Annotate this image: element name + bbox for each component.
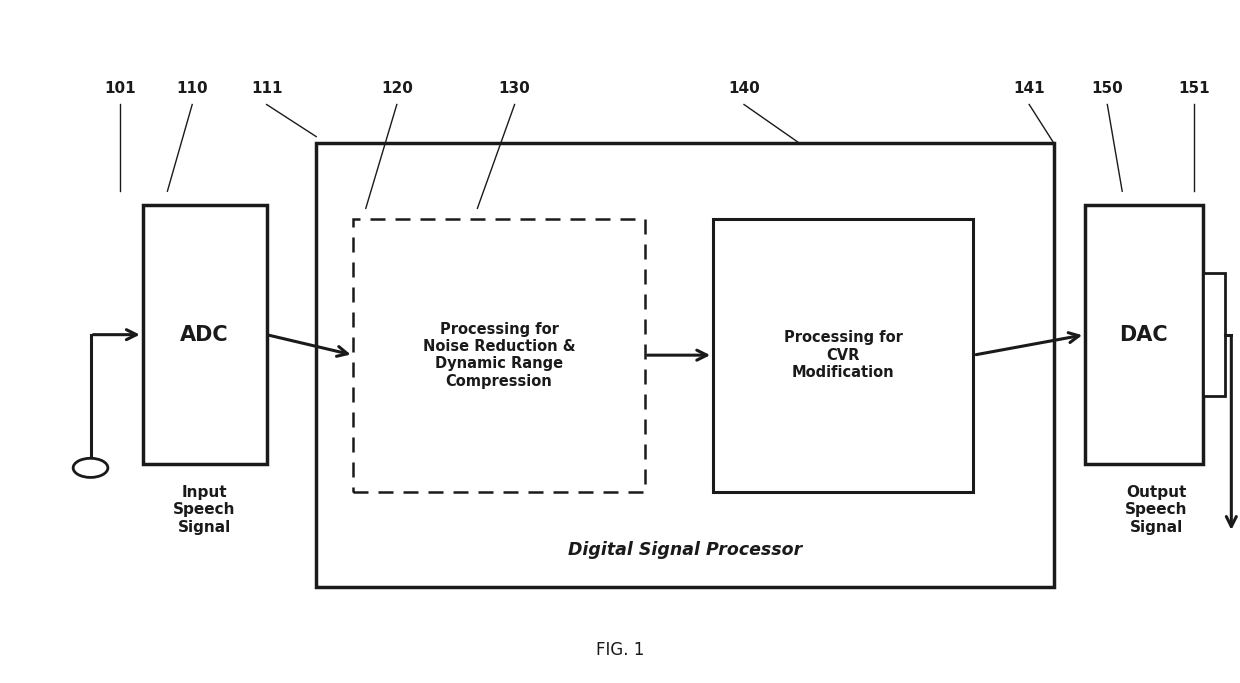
Text: Input
Speech
Signal: Input Speech Signal <box>174 485 236 535</box>
Text: DAC: DAC <box>1120 324 1168 345</box>
Text: 150: 150 <box>1091 81 1123 96</box>
Text: 120: 120 <box>381 81 413 96</box>
FancyBboxPatch shape <box>1203 273 1225 396</box>
Text: 110: 110 <box>176 81 208 96</box>
Circle shape <box>73 458 108 477</box>
Text: Processing for
CVR
Modification: Processing for CVR Modification <box>784 331 903 380</box>
FancyBboxPatch shape <box>143 205 267 464</box>
Text: ADC: ADC <box>180 324 229 345</box>
Text: 141: 141 <box>1013 81 1045 96</box>
FancyBboxPatch shape <box>353 219 645 492</box>
Text: 111: 111 <box>250 81 283 96</box>
Text: FIG. 1: FIG. 1 <box>595 641 645 659</box>
Text: Digital Signal Processor: Digital Signal Processor <box>568 541 802 559</box>
Text: 140: 140 <box>728 81 760 96</box>
FancyBboxPatch shape <box>316 143 1054 587</box>
Text: 151: 151 <box>1178 81 1210 96</box>
Text: Processing for
Noise Reduction &
Dynamic Range
Compression: Processing for Noise Reduction & Dynamic… <box>423 322 575 389</box>
Text: 130: 130 <box>498 81 531 96</box>
Text: 101: 101 <box>104 81 136 96</box>
FancyBboxPatch shape <box>713 219 973 492</box>
FancyBboxPatch shape <box>1085 205 1203 464</box>
Text: Output
Speech
Signal: Output Speech Signal <box>1125 485 1188 535</box>
